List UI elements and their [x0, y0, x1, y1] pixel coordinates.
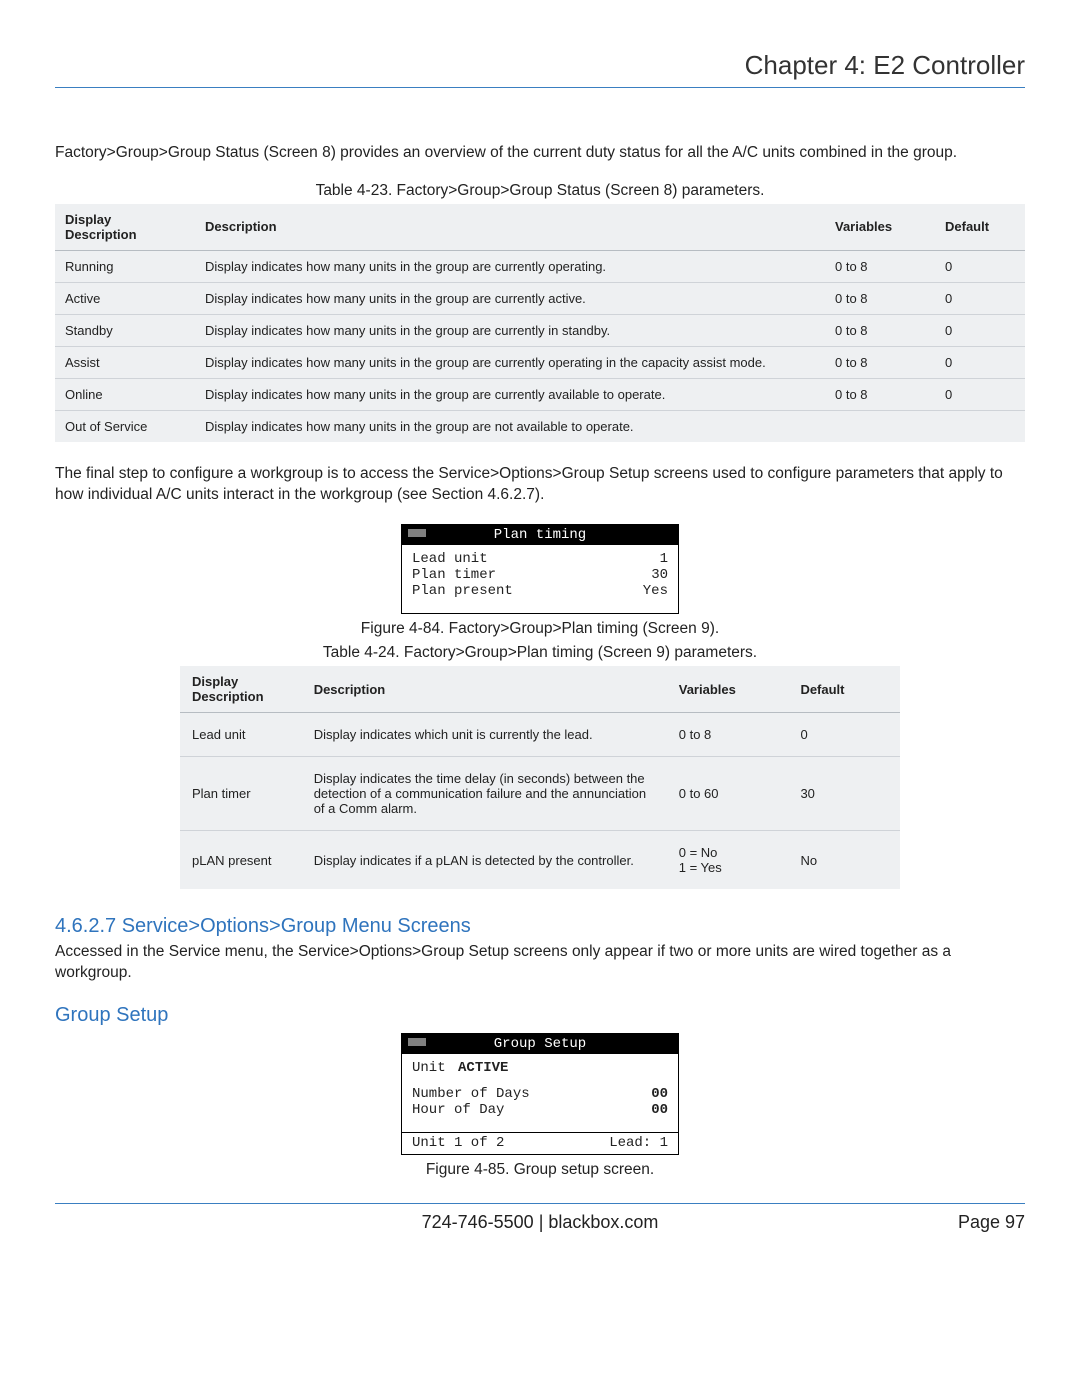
screen-row-label: Plan timer — [412, 567, 496, 583]
group-setup-heading: Group Setup — [55, 1004, 1025, 1027]
table-4-23: Display Description Description Variable… — [55, 204, 1025, 442]
table-cell: Assist — [55, 346, 195, 378]
col-display-description: Display Description — [55, 204, 195, 251]
table-row: StandbyDisplay indicates how many units … — [55, 314, 1025, 346]
screen-foot-left: Unit 1 of 2 — [412, 1135, 504, 1151]
table-cell: 0 — [935, 346, 1025, 378]
table-cell: 0 to 8 — [825, 346, 935, 378]
col-default: Default — [788, 666, 900, 713]
group-setup-screen: Group Setup Unit ACTIVE Number of Days 00… — [401, 1033, 679, 1155]
screen-row-label: Number of Days — [412, 1086, 530, 1102]
table-row: AssistDisplay indicates how many units i… — [55, 346, 1025, 378]
table-4-23-caption: Table 4-23. Factory>Group>Group Status (… — [55, 182, 1025, 200]
screen-row: Hour of Day 00 — [412, 1102, 668, 1118]
screen-row: Plan present Yes — [412, 583, 668, 599]
table-4-24: Display Description Description Variable… — [180, 666, 900, 889]
screen-title-text: Group Setup — [494, 1036, 586, 1052]
intro-para-2: The final step to configure a workgroup … — [55, 464, 1025, 506]
unit-status-value: ACTIVE — [454, 1060, 668, 1076]
table-row: Display Description Description Variable… — [55, 204, 1025, 251]
table-cell: pLAN present — [180, 831, 302, 890]
table-cell: 0 — [935, 378, 1025, 410]
screen-row-label: Plan present — [412, 583, 513, 599]
table-cell: Display indicates how many units in the … — [195, 378, 825, 410]
figure-4-84-caption: Figure 4-84. Factory>Group>Plan timing (… — [55, 620, 1025, 638]
table-cell: 0 — [935, 314, 1025, 346]
table-cell: Display indicates which unit is currentl… — [302, 713, 667, 757]
table-cell: Online — [55, 378, 195, 410]
table-cell: Display indicates how many units in the … — [195, 250, 825, 282]
table-cell: Display indicates how many units in the … — [195, 346, 825, 378]
table-cell: Display indicates how many units in the … — [195, 410, 825, 442]
col-variables: Variables — [825, 204, 935, 251]
screen-row-value: Yes — [643, 583, 668, 599]
screen-row: Lead unit 1 — [412, 551, 668, 567]
col-description: Description — [302, 666, 667, 713]
table-4-24-caption: Table 4-24. Factory>Group>Plan timing (S… — [55, 644, 1025, 662]
screen-row-label: Hour of Day — [412, 1102, 504, 1118]
table-cell: 0 to 60 — [667, 757, 789, 831]
footer-phone: 724-746-5500 — [422, 1212, 534, 1232]
menu-icon — [408, 1038, 426, 1046]
screen-row-value: 00 — [651, 1086, 668, 1102]
table-cell: Running — [55, 250, 195, 282]
table-cell: 0 = No 1 = Yes — [667, 831, 789, 890]
screen-row-value: 00 — [651, 1102, 668, 1118]
table-row: Lead unitDisplay indicates which unit is… — [180, 713, 900, 757]
screen-title-text: Plan timing — [494, 527, 586, 543]
table-cell: 0 — [788, 713, 900, 757]
col-display-description: Display Description — [180, 666, 302, 713]
screen-row-value: 30 — [651, 567, 668, 583]
table-cell: Plan timer — [180, 757, 302, 831]
table-cell: Lead unit — [180, 713, 302, 757]
plan-timing-screen: Plan timing Lead unit1Plan timer30Plan p… — [401, 524, 679, 614]
table-cell: Display indicates how many units in the … — [195, 282, 825, 314]
section-heading-4-6-2-7: 4.6.2.7 Service>Options>Group Menu Scree… — [55, 915, 1025, 938]
screen-foot-right: Lead: 1 — [609, 1135, 668, 1151]
table-cell: 0 — [935, 282, 1025, 314]
col-variables: Variables — [667, 666, 789, 713]
table-cell: Display indicates if a pLAN is detected … — [302, 831, 667, 890]
screen-row: Plan timer 30 — [412, 567, 668, 583]
table-cell: Display indicates how many units in the … — [195, 314, 825, 346]
table-row: pLAN presentDisplay indicates if a pLAN … — [180, 831, 900, 890]
menu-icon — [408, 529, 426, 537]
footer-site: blackbox.com — [548, 1212, 658, 1232]
table-cell: 0 to 8 — [825, 250, 935, 282]
section-4-6-2-7-para: Accessed in the Service menu, the Servic… — [55, 942, 1025, 984]
table-row: RunningDisplay indicates how many units … — [55, 250, 1025, 282]
unit-status-label: Unit — [412, 1060, 446, 1076]
screen-row-label: Lead unit — [412, 551, 488, 567]
intro-para-1: Factory>Group>Group Status (Screen 8) pr… — [55, 143, 1025, 164]
table-cell: 0 to 8 — [825, 314, 935, 346]
table-cell: 30 — [788, 757, 900, 831]
table-cell: Active — [55, 282, 195, 314]
table-cell — [825, 410, 935, 442]
table-cell: 0 to 8 — [825, 378, 935, 410]
table-cell: Standby — [55, 314, 195, 346]
table-cell: Display indicates the time delay (in sec… — [302, 757, 667, 831]
col-default: Default — [935, 204, 1025, 251]
table-cell: 0 to 8 — [825, 282, 935, 314]
table-cell: 0 — [935, 250, 1025, 282]
table-cell: 0 to 8 — [667, 713, 789, 757]
screen-title: Plan timing — [402, 525, 678, 545]
col-description: Description — [195, 204, 825, 251]
table-row: Out of ServiceDisplay indicates how many… — [55, 410, 1025, 442]
chapter-title: Chapter 4: E2 Controller — [55, 50, 1025, 88]
table-cell — [935, 410, 1025, 442]
table-row: OnlineDisplay indicates how many units i… — [55, 378, 1025, 410]
figure-4-85-caption: Figure 4-85. Group setup screen. — [55, 1161, 1025, 1179]
table-cell: No — [788, 831, 900, 890]
screen-row: Number of Days 00 — [412, 1086, 668, 1102]
screen-title: Group Setup — [402, 1034, 678, 1054]
footer-page: Page 97 — [958, 1212, 1025, 1233]
table-cell: Out of Service — [55, 410, 195, 442]
table-row: ActiveDisplay indicates how many units i… — [55, 282, 1025, 314]
footer-sep: | — [539, 1212, 549, 1232]
screen-row-value: 1 — [660, 551, 668, 567]
table-row: Plan timerDisplay indicates the time del… — [180, 757, 900, 831]
table-row: Display Description Description Variable… — [180, 666, 900, 713]
